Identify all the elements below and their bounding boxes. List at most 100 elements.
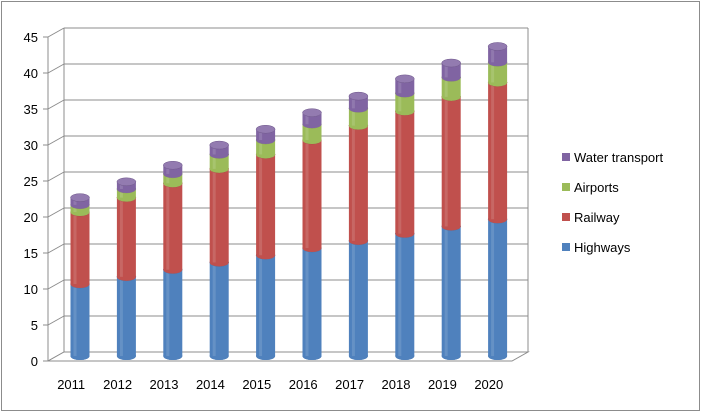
legend-swatch (562, 213, 570, 221)
bar-highlight (259, 140, 263, 155)
bar-highlight (166, 269, 170, 357)
bar-segment-water-transport (209, 145, 229, 159)
bar-segment-railway (395, 111, 415, 238)
bar-highlight (73, 284, 77, 357)
x-tick-label: 2020 (474, 377, 503, 392)
y-tick-label: 30 (24, 138, 38, 153)
legend-item-railway: Railway (562, 210, 620, 225)
bar-segment-railway (348, 125, 368, 245)
bar-highlight (166, 173, 170, 184)
bar-segment-top (70, 193, 90, 202)
tick-labels: 0 5 10 15 20 25 30 35 40 45 2011 2012 2013 2014 2015 20… (24, 30, 504, 392)
y-tick-label: 0 (31, 354, 38, 369)
bar-highlight (491, 219, 495, 357)
gridline-depth (47, 315, 65, 326)
y-tick-label: 5 (31, 318, 38, 333)
bar-segment-top (487, 42, 508, 51)
gridline-depth (47, 207, 65, 218)
bar-segment-airports (116, 189, 136, 202)
bar-highlight (491, 82, 495, 220)
x-tick-label: 2016 (289, 377, 318, 392)
gridline-depth (47, 27, 65, 38)
y-tick-label: 35 (24, 102, 38, 117)
bar-segment-top (441, 58, 461, 68)
bar-segment-highways (441, 226, 461, 361)
bar-highlight (491, 62, 495, 83)
y-tick-label: 45 (24, 30, 38, 45)
gridline-depth (47, 279, 65, 290)
legend-label: Highways (574, 240, 631, 255)
bar-highlight (351, 96, 355, 109)
bar-segment-top (163, 161, 183, 170)
bar-segment-highways (70, 284, 90, 361)
bar-highlight (444, 96, 448, 227)
gridline-depth (47, 63, 65, 74)
x-tick-label: 2017 (335, 377, 364, 392)
bar-highlight (351, 108, 355, 126)
gridline-depth (47, 243, 65, 254)
bar-highlight (259, 255, 263, 357)
bar-highlight (444, 63, 448, 78)
legend-label: Water transport (574, 150, 663, 165)
y-tick-label: 40 (24, 66, 38, 81)
bar-segment-highways (302, 248, 322, 361)
legend-swatch (562, 153, 570, 161)
gridline-depth (47, 135, 65, 146)
legend-item-airports: Airports (562, 180, 619, 195)
bar-highlight (398, 93, 402, 112)
bar-segment-railway (116, 197, 136, 281)
bar-highlight (212, 154, 216, 169)
bar-segment-top (209, 140, 229, 150)
bar-segment-railway (302, 140, 322, 253)
bar-highlight (398, 78, 402, 94)
bar-segment-highways (488, 219, 508, 361)
legend-label: Railway (574, 210, 620, 225)
y-tick-label: 20 (24, 210, 38, 225)
bar-segment-highways (163, 269, 183, 361)
bar-segment-water-transport (163, 165, 183, 178)
bar-segment-top (116, 177, 137, 187)
bar-highlight (351, 240, 355, 357)
legend-swatch (562, 243, 570, 251)
bar-highlight (305, 248, 309, 357)
bar-segment-water-transport (70, 197, 90, 209)
bar-segment-railway (163, 183, 183, 274)
bar-highlight (259, 154, 263, 256)
x-tick-label: 2012 (103, 377, 132, 392)
bar-highlight (444, 77, 448, 97)
bar-highlight (119, 276, 123, 357)
y-tick-label: 15 (24, 246, 38, 261)
bar-segment-airports (70, 204, 90, 217)
bar-segment-water-transport (116, 181, 136, 194)
bar-highlight (398, 111, 402, 234)
x-tick-label: 2011 (57, 377, 85, 392)
bar-segment-top (395, 74, 415, 84)
bar-highlight (73, 212, 77, 285)
bar-segment-airports (163, 173, 183, 188)
bar-segment-highways (395, 233, 415, 361)
bar-segment-railway (256, 154, 276, 260)
bar-segment-highways (256, 255, 276, 361)
legend-item-highways: Highways (562, 240, 631, 255)
bar-highlight (212, 262, 216, 357)
bar-highlight (491, 46, 495, 63)
bar-highlight (351, 125, 355, 241)
bar-segment-highways (209, 262, 229, 361)
y-tick-label: 10 (24, 282, 38, 297)
gridline-depth (47, 99, 65, 110)
bar-highlight (166, 183, 170, 270)
x-tick-label: 2015 (242, 377, 271, 392)
gridline-depth (47, 171, 65, 182)
bar-segment-railway (441, 96, 461, 231)
x-tick-label: 2013 (150, 377, 179, 392)
legend-swatch (562, 183, 570, 191)
bar-segment-railway (70, 212, 90, 289)
y-tick-label: 25 (24, 174, 38, 189)
legend-item-water-transport: Water transport (562, 150, 663, 165)
bar-segment-highways (348, 240, 368, 361)
bar-highlight (305, 124, 309, 141)
bar-segment-top (302, 108, 322, 117)
bar-segment-railway (488, 82, 508, 224)
legend: Water transport Airports Railway Highways (562, 150, 663, 255)
